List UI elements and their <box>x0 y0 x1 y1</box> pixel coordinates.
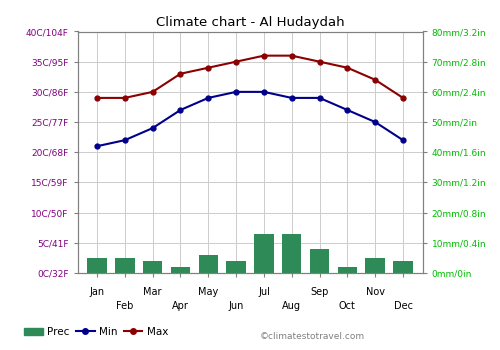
Bar <box>394 261 413 273</box>
Bar <box>198 255 218 273</box>
Bar <box>366 258 385 273</box>
Text: Jun: Jun <box>228 301 244 311</box>
Bar <box>226 261 246 273</box>
Text: Jul: Jul <box>258 287 270 297</box>
Text: Aug: Aug <box>282 301 301 311</box>
Legend: Prec, Min, Max: Prec, Min, Max <box>20 323 172 341</box>
Text: Mar: Mar <box>144 287 162 297</box>
Text: Feb: Feb <box>116 301 134 311</box>
Bar <box>282 234 302 273</box>
Text: Oct: Oct <box>339 301 356 311</box>
Bar <box>338 267 357 273</box>
Text: ©climatestotravel.com: ©climatestotravel.com <box>260 332 365 341</box>
Bar <box>115 258 134 273</box>
Text: Jan: Jan <box>90 287 104 297</box>
Bar <box>310 249 330 273</box>
Text: Apr: Apr <box>172 301 189 311</box>
Bar <box>170 267 190 273</box>
Title: Climate chart - Al Hudaydah: Climate chart - Al Hudaydah <box>156 16 344 29</box>
Bar <box>87 258 106 273</box>
Bar <box>143 261 163 273</box>
Text: Dec: Dec <box>394 301 412 311</box>
Text: May: May <box>198 287 218 297</box>
Text: Nov: Nov <box>366 287 384 297</box>
Bar <box>254 234 274 273</box>
Text: Sep: Sep <box>310 287 328 297</box>
